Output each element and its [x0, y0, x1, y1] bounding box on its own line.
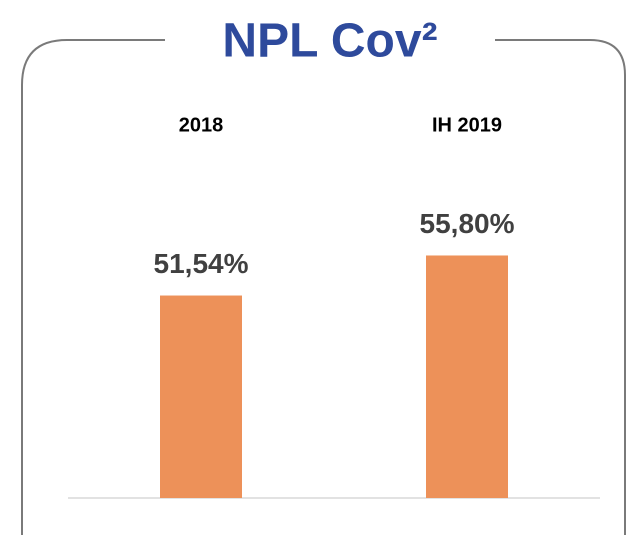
category-label: 2018 — [179, 114, 224, 136]
category-label: IH 2019 — [432, 114, 502, 136]
chart-title: NPL Cov² — [222, 15, 437, 68]
value-label: 55,80% — [420, 208, 515, 239]
frame — [21, 39, 626, 535]
bar — [426, 255, 508, 498]
value-label: 51,54% — [154, 248, 249, 279]
bar — [160, 295, 242, 498]
